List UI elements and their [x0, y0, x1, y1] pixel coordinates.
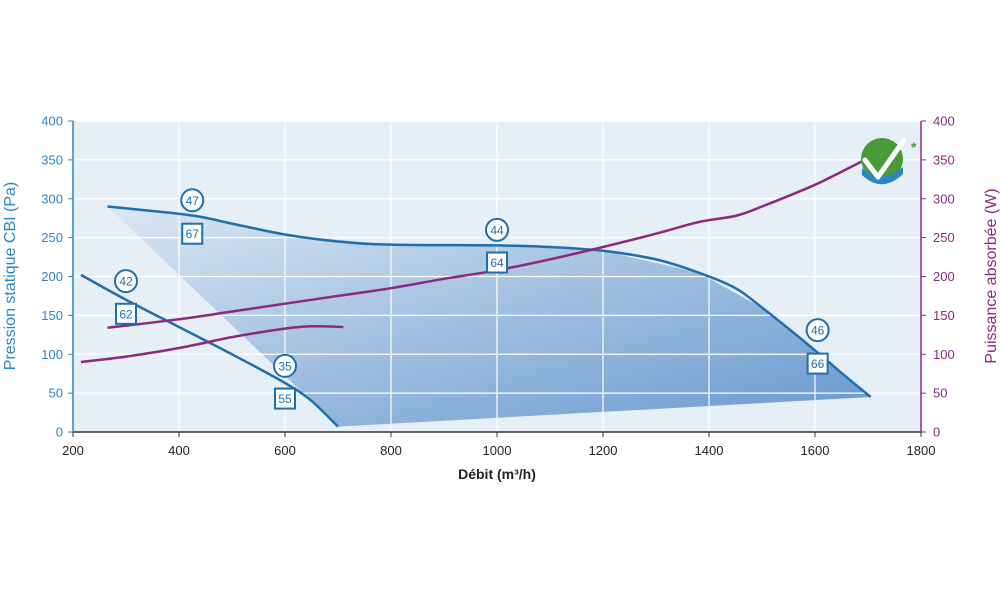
x-tick-label: 1800 [907, 443, 936, 458]
x-tick-label: 1200 [589, 443, 618, 458]
right-tick-label: 250 [933, 230, 955, 245]
right-tick-label: 0 [933, 425, 940, 440]
noise-square-marker [181, 222, 204, 245]
noise-square-label: 66 [811, 357, 825, 371]
pressure-curve [80, 273, 339, 428]
logo-check-icon [862, 137, 907, 180]
noise-circle-label: 46 [811, 324, 825, 338]
operating-area [107, 206, 871, 427]
right-tick-label: 200 [933, 269, 955, 284]
noise-circle-marker [485, 217, 509, 242]
left-tick-label: 300 [41, 191, 63, 206]
right-tick-label: 350 [933, 152, 955, 167]
right-tick-label: 100 [933, 347, 955, 362]
left-axis-title: Pression statique CBI (Pa) [2, 182, 19, 371]
logo-asterisk: * [911, 139, 917, 155]
noise-square-label: 55 [278, 392, 292, 406]
curve-labels: 47 44 42 35 46 67 64 62 55 66 [114, 188, 830, 410]
noise-square-marker [806, 352, 829, 375]
noise-circle-marker [114, 269, 138, 294]
noise-square-marker [274, 387, 296, 410]
left-tick-label: 350 [41, 152, 63, 167]
left-tick-label: 0 [56, 425, 63, 440]
logo-swoosh-icon [862, 167, 903, 185]
noise-circle-marker [180, 188, 205, 213]
noise-circle-label: 42 [119, 275, 133, 289]
noise-square-marker [486, 251, 508, 274]
right-tick-label: 300 [933, 191, 955, 206]
x-axis-title: Débit (m³/h) [458, 466, 536, 482]
right-tick-label: 400 [933, 114, 955, 129]
left-tick-label: 50 [49, 386, 63, 401]
left-tick-label: 200 [41, 269, 63, 284]
noise-circle-label: 47 [186, 194, 200, 208]
power-curve [80, 324, 344, 364]
noise-square-label: 62 [119, 307, 133, 321]
left-tick-label: 400 [41, 114, 63, 129]
x-tick-label: 400 [168, 443, 190, 458]
axis-ticks: 200 400 600 800 1000 1200 1400 1600 180005010015… [41, 114, 954, 459]
noise-square-label: 67 [186, 227, 200, 241]
noise-square-label: 64 [490, 256, 504, 270]
left-tick-label: 250 [41, 230, 63, 245]
noise-circle-label: 44 [490, 223, 504, 237]
power-curve [107, 157, 869, 330]
x-tick-label: 600 [274, 443, 296, 458]
certification-logo: * [861, 137, 917, 185]
noise-circle-marker [273, 353, 297, 378]
right-tick-label: 50 [933, 386, 947, 401]
x-tick-label: 1600 [801, 443, 830, 458]
left-tick-label: 150 [41, 308, 63, 323]
noise-square-marker [115, 302, 137, 325]
noise-circle-marker [805, 318, 830, 343]
power-curves [80, 157, 869, 364]
right-axis-title: Puissance absorbée (W) [983, 188, 1000, 363]
x-tick-label: 1400 [695, 443, 724, 458]
left-tick-label: 100 [41, 347, 63, 362]
x-tick-label: 1000 [483, 443, 512, 458]
x-tick-label: 800 [380, 443, 402, 458]
x-tick-label: 200 [62, 443, 84, 458]
noise-circle-label: 35 [278, 359, 292, 373]
right-tick-label: 150 [933, 308, 955, 323]
